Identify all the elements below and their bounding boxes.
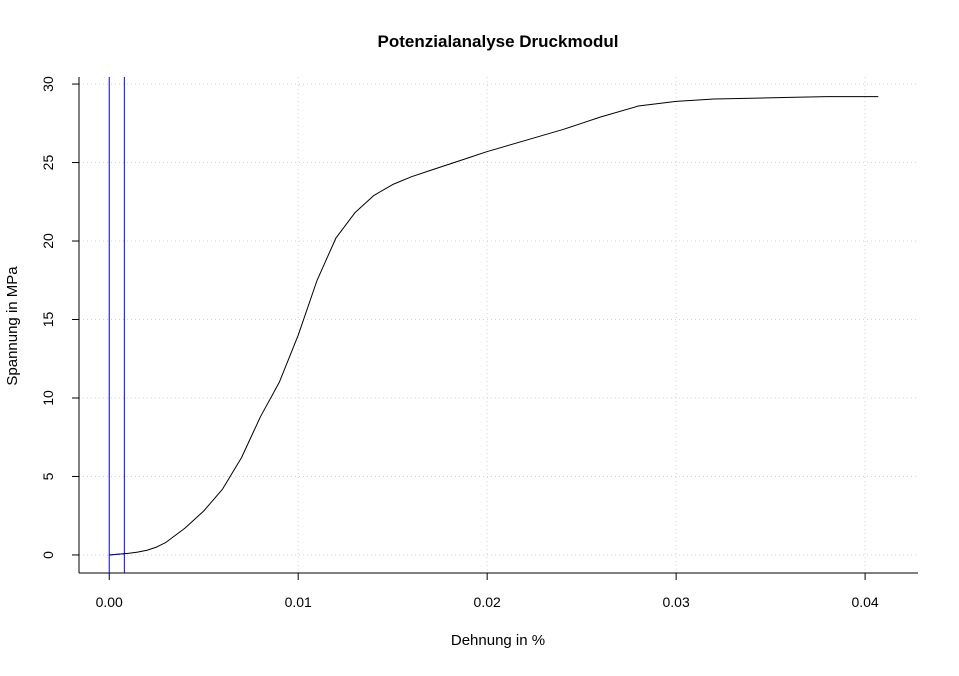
- tick-labels-layer: 0.00 0.01 0.02 0.03 0.04 0 5 10 15 20 25 30: [40, 76, 879, 610]
- y-tick-label: 20: [40, 233, 56, 249]
- x-axis-label: Dehnung in %: [451, 632, 545, 649]
- y-tick-label: 25: [40, 155, 56, 171]
- series-layer: [109, 96, 879, 556]
- axes-layer: [72, 77, 918, 580]
- y-tick-label: 5: [40, 472, 56, 480]
- chart-title: Potenzialanalyse Druckmodul: [378, 32, 619, 51]
- y-tick-label: 0: [40, 551, 56, 559]
- x-tick-label: 0.04: [851, 594, 878, 610]
- x-tick-label: 0.00: [96, 594, 123, 610]
- y-tick-label: 30: [40, 76, 56, 92]
- y-tick-label: 10: [40, 390, 56, 406]
- y-axis-label: Spannung in MPa: [4, 266, 21, 386]
- x-tick-label: 0.01: [285, 594, 312, 610]
- fit-segment-line: [109, 553, 125, 556]
- stress-strain-series-line: [109, 96, 879, 556]
- grid-layer: [79, 77, 918, 573]
- vertical-lines-layer: [108, 77, 125, 573]
- x-tick-label: 0.03: [663, 594, 690, 610]
- x-tick-label: 0.02: [474, 594, 501, 610]
- y-tick-label: 15: [40, 312, 56, 328]
